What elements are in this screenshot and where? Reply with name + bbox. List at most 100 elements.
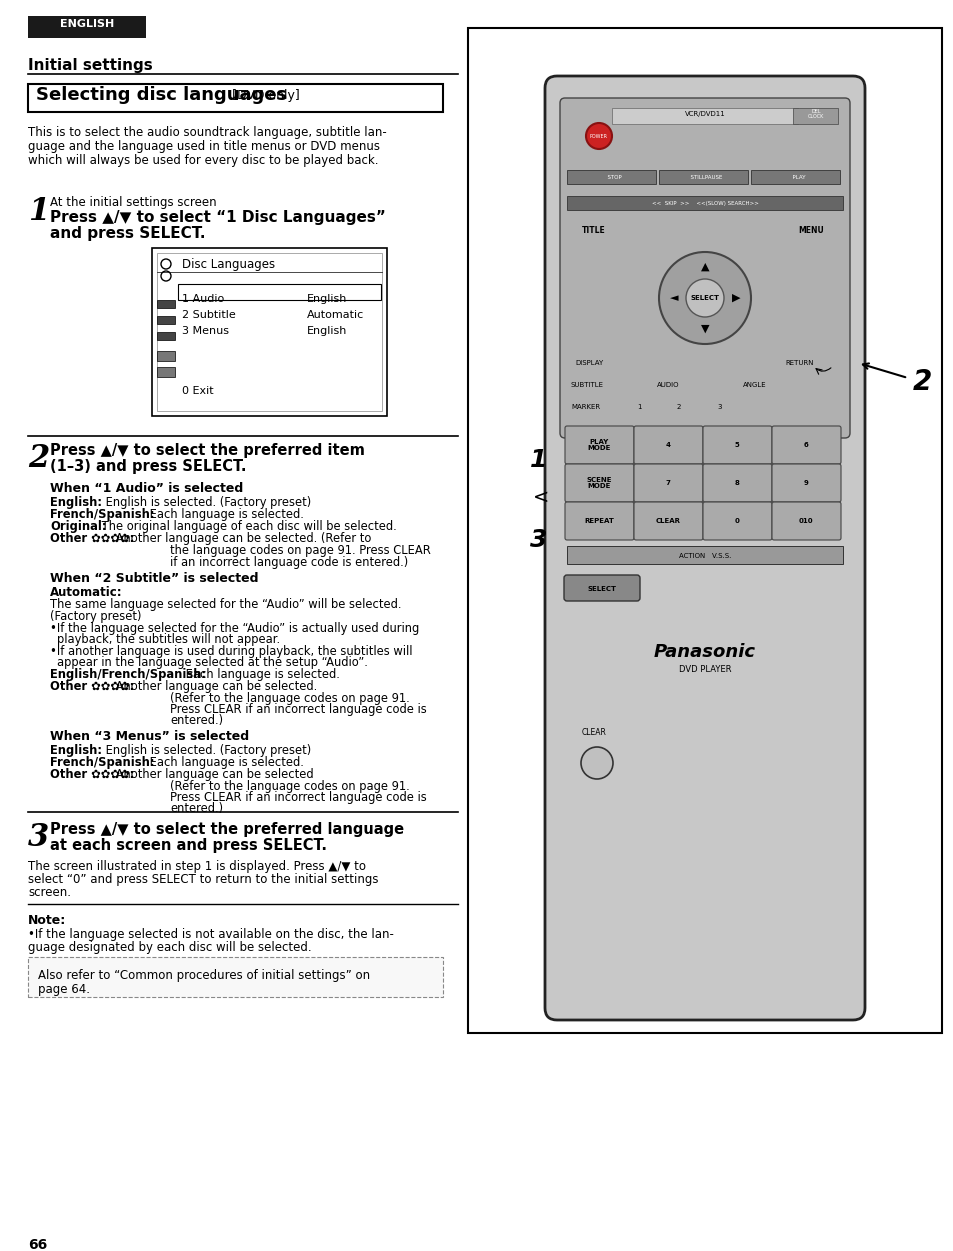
Text: At the initial settings screen: At the initial settings screen <box>50 196 216 209</box>
Text: 7: 7 <box>665 480 670 485</box>
Text: VCR/DVD11: VCR/DVD11 <box>684 111 724 118</box>
Bar <box>28 957 442 997</box>
Text: REPEAT: REPEAT <box>583 518 614 524</box>
FancyBboxPatch shape <box>544 76 864 1020</box>
Text: 1: 1 <box>529 448 546 472</box>
Text: Press CLEAR if an incorrect language code is: Press CLEAR if an incorrect language cod… <box>170 703 426 716</box>
FancyBboxPatch shape <box>771 427 841 464</box>
Bar <box>157 253 381 412</box>
Text: AUDIO: AUDIO <box>657 382 679 388</box>
Text: <<  SKIP  >>    <<(SLOW) SEARCH>>: << SKIP >> <<(SLOW) SEARCH>> <box>651 201 758 206</box>
FancyBboxPatch shape <box>771 502 841 540</box>
FancyBboxPatch shape <box>771 464 841 502</box>
Text: ▼: ▼ <box>700 324 708 334</box>
Bar <box>612 108 797 124</box>
Bar <box>157 300 174 308</box>
Text: SELECT: SELECT <box>587 585 616 592</box>
Text: guage designated by each disc will be selected.: guage designated by each disc will be se… <box>28 941 312 955</box>
Bar <box>157 317 174 324</box>
Circle shape <box>585 123 612 149</box>
Bar <box>28 84 442 113</box>
Text: 3: 3 <box>28 822 50 853</box>
FancyBboxPatch shape <box>564 502 634 540</box>
Text: The original language of each disc will be selected.: The original language of each disc will … <box>98 520 396 533</box>
Text: which will always be used for every disc to be played back.: which will always be used for every disc… <box>28 154 378 166</box>
Text: English is selected. (Factory preset): English is selected. (Factory preset) <box>102 744 311 757</box>
Text: and press SELECT.: and press SELECT. <box>50 226 205 241</box>
Text: page 64.: page 64. <box>38 983 90 996</box>
Bar <box>750 170 840 184</box>
Text: POWER: POWER <box>589 134 607 139</box>
Text: entered.): entered.) <box>170 714 223 727</box>
FancyBboxPatch shape <box>634 502 702 540</box>
Text: MENU: MENU <box>797 226 822 235</box>
Text: STILLPAUSE: STILLPAUSE <box>686 175 722 180</box>
Text: English/French/Spanish:: English/French/Spanish: <box>50 668 206 681</box>
Text: 2 Subtitle: 2 Subtitle <box>182 310 235 320</box>
FancyBboxPatch shape <box>634 464 702 502</box>
Text: Each language is selected.: Each language is selected. <box>146 508 304 520</box>
Bar <box>566 545 842 564</box>
Text: Press ▲/▼ to select the preferred item: Press ▲/▼ to select the preferred item <box>50 443 364 458</box>
Text: 1 Audio: 1 Audio <box>182 294 224 304</box>
Text: TITLE: TITLE <box>581 226 605 235</box>
Text: ANGLE: ANGLE <box>742 382 766 388</box>
Text: the language codes on page 91. Press CLEAR: the language codes on page 91. Press CLE… <box>170 544 431 557</box>
Circle shape <box>685 279 723 317</box>
Text: MARKER: MARKER <box>571 404 599 410</box>
Bar <box>566 196 842 210</box>
Text: (Refer to the language codes on page 91.: (Refer to the language codes on page 91. <box>170 692 410 706</box>
FancyBboxPatch shape <box>559 98 849 438</box>
Bar <box>28 16 146 38</box>
Text: 3 Menus: 3 Menus <box>182 327 229 337</box>
Text: 010: 010 <box>798 518 813 524</box>
Text: STOP: STOP <box>603 175 621 180</box>
Text: French/Spanish:: French/Spanish: <box>50 508 154 520</box>
Text: Another language can be selected: Another language can be selected <box>112 768 314 781</box>
Text: •If another language is used during playback, the subtitles will: •If another language is used during play… <box>50 646 412 658</box>
Text: PLAY: PLAY <box>788 175 804 180</box>
Text: (1–3) and press SELECT.: (1–3) and press SELECT. <box>50 459 246 474</box>
Text: When “1 Audio” is selected: When “1 Audio” is selected <box>50 482 243 495</box>
Text: Press ▲/▼ to select the preferred language: Press ▲/▼ to select the preferred langua… <box>50 822 404 837</box>
Text: 2: 2 <box>912 368 931 397</box>
Circle shape <box>659 251 750 344</box>
Bar <box>792 108 837 124</box>
Text: (Factory preset): (Factory preset) <box>50 610 141 623</box>
Text: When “2 Subtitle” is selected: When “2 Subtitle” is selected <box>50 572 258 585</box>
Text: Press CLEAR if an incorrect language code is: Press CLEAR if an incorrect language cod… <box>170 791 426 804</box>
Bar <box>157 332 174 340</box>
Text: French/Spanish:: French/Spanish: <box>50 756 154 769</box>
FancyBboxPatch shape <box>564 427 634 464</box>
Text: The same language selected for the “Audio” will be selected.: The same language selected for the “Audi… <box>50 598 401 610</box>
Text: Each language is selected.: Each language is selected. <box>146 756 304 769</box>
Text: Another language can be selected.: Another language can be selected. <box>112 681 317 693</box>
Text: ◄: ◄ <box>669 293 678 303</box>
Text: guage and the language used in title menus or DVD menus: guage and the language used in title men… <box>28 140 379 153</box>
Text: entered.): entered.) <box>170 802 223 814</box>
Circle shape <box>580 747 613 779</box>
FancyBboxPatch shape <box>564 464 634 502</box>
Text: DISPLAY: DISPLAY <box>575 360 602 367</box>
Text: 1: 1 <box>28 196 50 226</box>
Bar <box>566 170 656 184</box>
Text: 1: 1 <box>637 404 640 410</box>
Text: at each screen and press SELECT.: at each screen and press SELECT. <box>50 838 327 853</box>
Text: ENGLISH: ENGLISH <box>60 19 114 29</box>
Text: ▲: ▲ <box>700 261 708 271</box>
Text: 0 Exit: 0 Exit <box>182 387 213 397</box>
Bar <box>157 367 174 377</box>
Bar <box>157 352 174 362</box>
Text: (Refer to the language codes on page 91.: (Refer to the language codes on page 91. <box>170 781 410 793</box>
Text: English is selected. (Factory preset): English is selected. (Factory preset) <box>102 495 311 509</box>
Text: Automatic:: Automatic: <box>50 585 123 599</box>
Text: DEL
CLOCK: DEL CLOCK <box>807 109 823 119</box>
Text: Initial settings: Initial settings <box>28 58 152 73</box>
Text: SELECT: SELECT <box>690 295 719 301</box>
Text: 4: 4 <box>665 442 670 448</box>
Text: Also refer to “Common procedures of initial settings” on: Also refer to “Common procedures of init… <box>38 970 370 982</box>
Text: Original:: Original: <box>50 520 107 533</box>
Text: 5: 5 <box>734 442 739 448</box>
Text: Other ✿✿✿✿:: Other ✿✿✿✿: <box>50 681 134 693</box>
Text: CLEAR: CLEAR <box>581 728 606 737</box>
